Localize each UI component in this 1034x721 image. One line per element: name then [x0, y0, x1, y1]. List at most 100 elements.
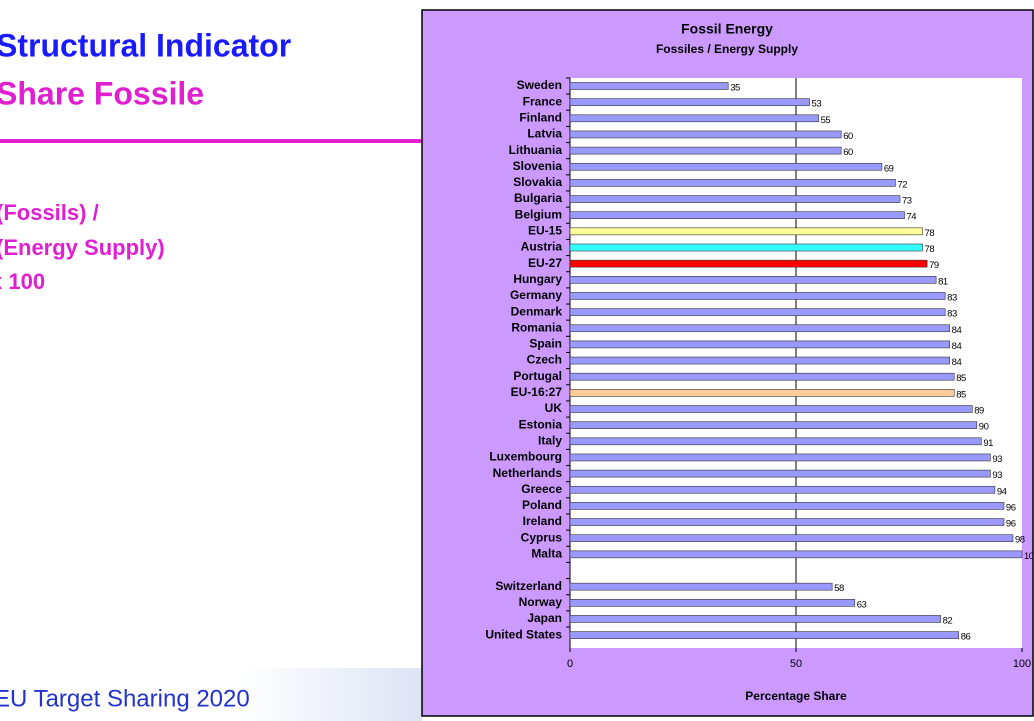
y-tick-label: Portugal: [513, 369, 562, 383]
value-label: 84: [952, 341, 962, 352]
bar: [569, 292, 946, 300]
value-label: 69: [884, 163, 894, 174]
value-label: 83: [947, 309, 957, 320]
value-label: 83: [947, 292, 957, 303]
slide-title: Structural Indicator: [0, 27, 291, 63]
y-tick-label: Estonia: [519, 417, 563, 431]
chart-subtitle: Fossiles / Energy Supply: [656, 42, 798, 56]
y-tick-label: EU-16:27: [511, 385, 563, 399]
value-label: 79: [929, 260, 939, 271]
bar: [569, 421, 978, 429]
y-tick-label: Hungary: [513, 272, 562, 286]
bar: [569, 82, 729, 90]
bar: [569, 518, 1005, 526]
value-label: 98: [1015, 535, 1025, 546]
value-label: 90: [979, 422, 989, 433]
bar: [569, 405, 973, 413]
y-tick-label: Austria: [521, 240, 563, 254]
value-label: 85: [956, 389, 966, 400]
bar: [569, 146, 842, 155]
value-label: 35: [730, 83, 740, 94]
y-tick-label: Slovakia: [513, 175, 562, 189]
value-label: 93: [992, 454, 1002, 465]
bar: [569, 389, 955, 397]
bar: [569, 372, 955, 381]
value-label: 96: [1006, 502, 1016, 513]
y-tick-label: EU-27: [528, 256, 562, 270]
y-tick-label: Switzerland: [495, 579, 562, 593]
bar: [569, 469, 991, 478]
bar: [569, 340, 950, 349]
y-tick-label: Germany: [510, 288, 562, 302]
bar: [569, 550, 1023, 559]
y-tick-label: EU-15: [528, 224, 562, 238]
bar: [569, 615, 941, 623]
footer-band: [240, 668, 422, 721]
bar: [569, 243, 923, 252]
value-label: 73: [902, 196, 912, 207]
slide-subtitle: Share Fossile: [0, 75, 204, 111]
x-tick-label: 0: [567, 658, 573, 670]
value-label: 63: [857, 599, 867, 610]
x-tick-label: 100: [1013, 658, 1031, 670]
bar: [569, 259, 928, 268]
y-tick-label: Bulgaria: [514, 191, 562, 205]
value-label: 86: [961, 632, 971, 643]
y-tick-label: Italy: [538, 433, 562, 447]
value-label: 78: [925, 228, 935, 239]
bar: [569, 582, 833, 591]
divider: [0, 139, 422, 143]
y-tick-label: Lithuania: [509, 143, 563, 157]
bar: [569, 485, 996, 494]
value-label: 85: [956, 373, 966, 384]
y-tick-label: UK: [545, 401, 563, 415]
y-tick-label: Finland: [519, 110, 562, 124]
value-label: 96: [1006, 519, 1016, 530]
y-tick-label: Netherlands: [493, 466, 563, 480]
bar: [569, 162, 883, 171]
y-tick-label: Poland: [522, 498, 562, 512]
y-tick-label: Czech: [527, 353, 562, 367]
y-tick-label: Belgium: [515, 207, 562, 221]
y-tick-label: Sweden: [517, 78, 562, 92]
value-label: 72: [897, 179, 907, 190]
value-label: 93: [992, 470, 1002, 481]
value-label: 53: [812, 99, 822, 110]
y-tick-label: Spain: [529, 337, 562, 351]
chart-title: Fossil Energy: [681, 21, 773, 37]
bar: [569, 598, 856, 607]
y-tick-label: Malta: [531, 547, 562, 561]
footer: EU Target Sharing 2020: [0, 685, 250, 712]
value-label: 55: [821, 115, 831, 126]
value-label: 100: [1024, 551, 1034, 562]
value-label: 78: [925, 244, 935, 255]
y-tick-label: United States: [485, 627, 562, 641]
bar: [569, 534, 1014, 543]
value-label: 60: [843, 147, 853, 158]
value-label: 81: [938, 276, 948, 287]
x-axis-label: Percentage Share: [745, 689, 847, 703]
y-tick-label: France: [523, 94, 563, 108]
y-tick-label: Luxembourg: [489, 450, 562, 464]
bar: [569, 502, 1005, 510]
bar: [569, 114, 819, 123]
y-tick-label: Slovenia: [513, 159, 563, 173]
bar: [569, 324, 950, 333]
value-label: 58: [834, 583, 844, 594]
formula-line: (Fossils) /: [0, 200, 99, 225]
value-label: 82: [943, 615, 953, 626]
bar: [569, 211, 905, 219]
bar: [569, 453, 991, 462]
x-tick-label: 50: [790, 658, 802, 670]
value-label: 74: [906, 212, 916, 223]
value-label: 60: [843, 131, 853, 142]
formula-line: (Energy Supply): [0, 235, 165, 260]
y-tick-label: Japan: [527, 611, 562, 625]
bar: [569, 437, 982, 446]
value-label: 94: [997, 486, 1007, 497]
bar: [569, 98, 810, 106]
value-label: 84: [952, 357, 962, 368]
bar: [569, 130, 842, 139]
bar: [569, 179, 896, 187]
